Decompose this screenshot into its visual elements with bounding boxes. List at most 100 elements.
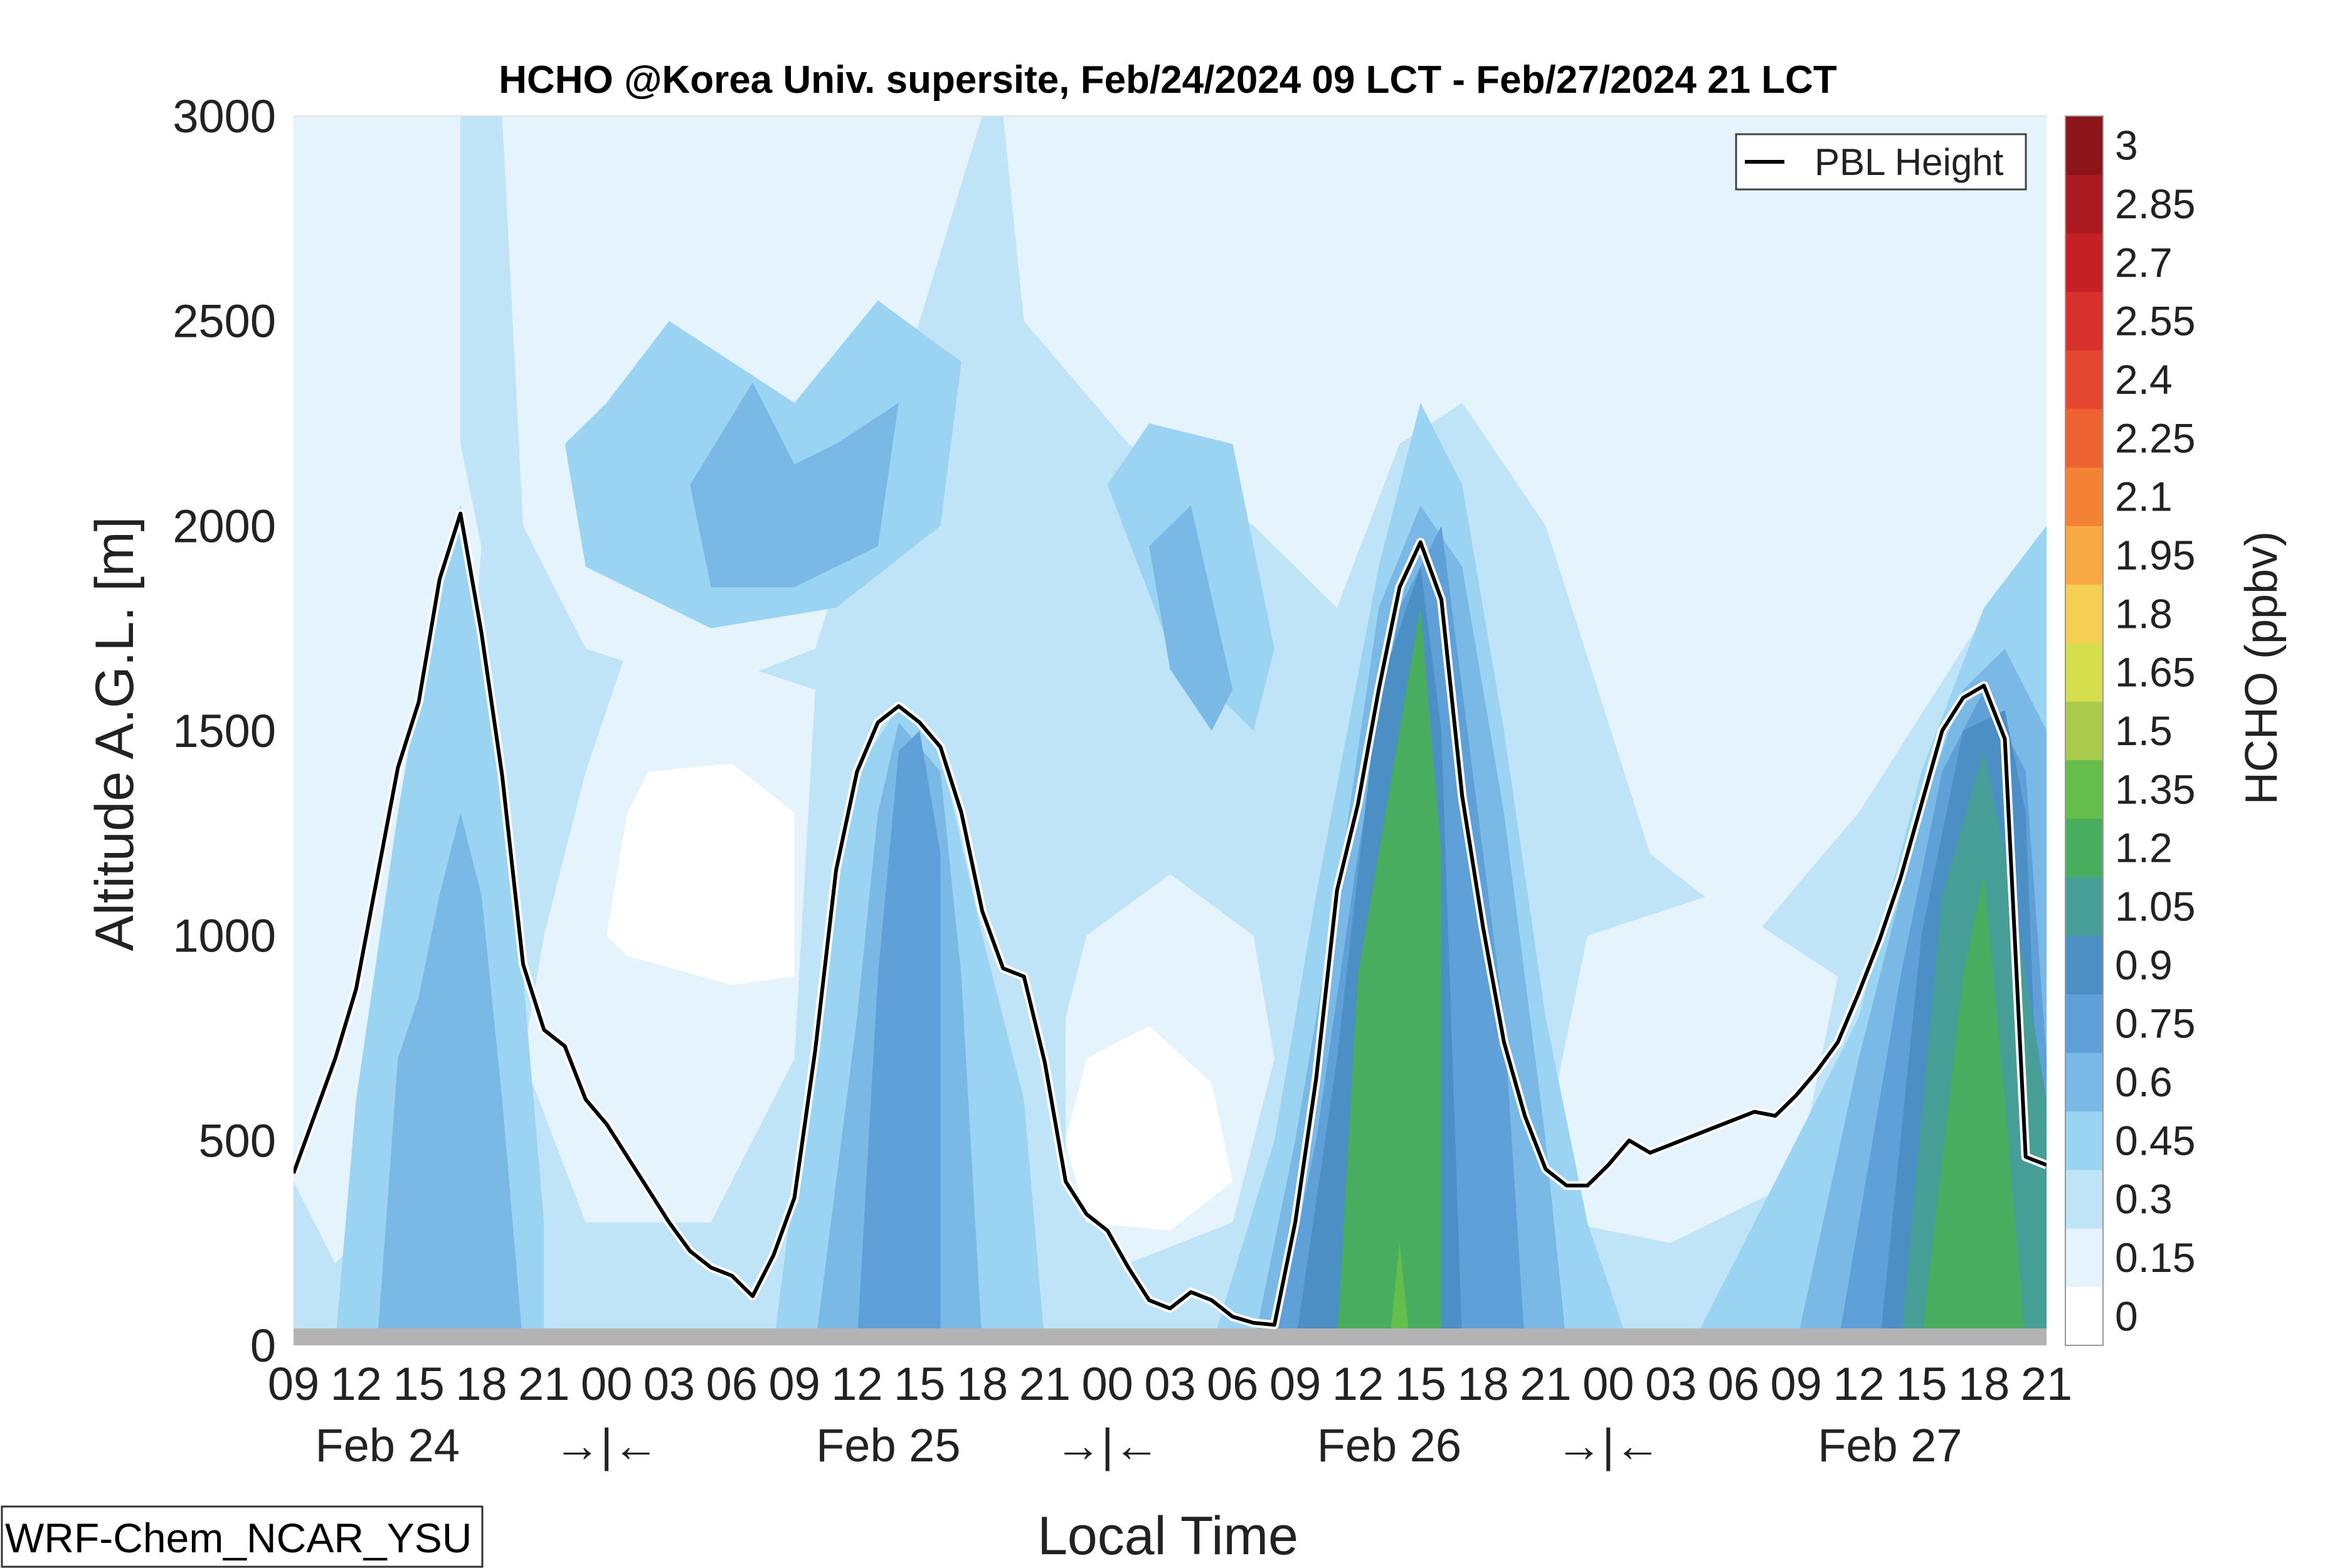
y-tick-label: 1500 — [172, 705, 276, 757]
colorbar-swatch — [2065, 877, 2103, 936]
x-tick-label: 15 — [1895, 1358, 1947, 1410]
x-tick-label: 21 — [1019, 1358, 1071, 1410]
colorbar-tick-label: 2.55 — [2115, 298, 2195, 344]
x-tick-label: 06 — [1708, 1358, 1759, 1410]
x-tick-label: 03 — [1645, 1358, 1697, 1410]
field-plume4-f — [1921, 874, 2026, 1345]
day-label: Feb 27 — [1818, 1419, 1962, 1471]
colorbar-tick-label: 1.5 — [2115, 707, 2173, 754]
colorbar-tick-label: 1.65 — [2115, 649, 2195, 696]
colorbar-swatch — [2065, 643, 2103, 702]
y-tick-label: 2500 — [172, 295, 276, 347]
colorbar-tick-label: 2.1 — [2115, 474, 2173, 520]
day-label: Feb 25 — [816, 1419, 960, 1471]
model-annotation: WRF-Chem_NCAR_YSU — [1, 1505, 484, 1568]
colorbar-tick-label: 0.3 — [2115, 1176, 2173, 1222]
day-separator: →|← — [1556, 1419, 1661, 1471]
colorbar-tick-label: 0.75 — [2115, 1000, 2195, 1047]
hcho-field — [294, 116, 2047, 1345]
model-annotation-box — [1, 1505, 484, 1568]
x-tick-label: 21 — [518, 1358, 569, 1410]
colorbar-swatch — [2065, 994, 2103, 1053]
model-annotation-text: WRF-Chem_NCAR_YSU — [5, 1515, 472, 1561]
x-tick-label: 21 — [2021, 1358, 2072, 1410]
colorbar-frame — [2065, 115, 2104, 1346]
y-axis-label: Altitude A.G.L. [m] — [85, 516, 145, 951]
colorbar-swatch — [2065, 292, 2103, 351]
colorbar-swatch — [2065, 1052, 2103, 1112]
colorbar-swatch — [2065, 760, 2103, 819]
colorbar-swatch — [2065, 1228, 2103, 1288]
colorbar: 0 0.15 0.3 0.45 0.6 0.75 0.9 1.05 1.2 1.35 1.5 1.65… — [2065, 115, 2195, 1346]
colorbar-tick-label: 3 — [2115, 122, 2138, 169]
colorbar-tick-label: 0.9 — [2115, 941, 2173, 988]
colorbar-tick-label: 0.6 — [2115, 1059, 2173, 1105]
colorbar-swatch — [2065, 526, 2103, 585]
x-tick-label: 15 — [1395, 1358, 1446, 1410]
field-white-night2 — [1066, 1025, 1233, 1231]
x-tick-label: 03 — [1144, 1358, 1195, 1410]
colorbar-tick-label: 2.25 — [2115, 415, 2195, 461]
colorbar-tick-label: 0.45 — [2115, 1117, 2195, 1163]
x-tick-label: 18 — [956, 1358, 1008, 1410]
ground-strip — [294, 1328, 2047, 1345]
x-tick-label: 00 — [581, 1358, 632, 1410]
colorbar-swatch — [2065, 1170, 2103, 1229]
field-plume1-b — [377, 812, 523, 1345]
x-tick-label: 21 — [1520, 1358, 1571, 1410]
x-tick-label: 12 — [1833, 1358, 1884, 1410]
colorbar-swatch — [2065, 1286, 2103, 1346]
colorbar-swatch — [2065, 701, 2103, 761]
y-tick-label: 1000 — [172, 910, 276, 962]
day-separator: →|← — [554, 1419, 659, 1471]
colorbar-tick-label: 1.35 — [2115, 766, 2195, 812]
y-tick-label: 3000 — [172, 90, 276, 142]
colorbar-swatch — [2065, 350, 2103, 410]
y-tick-label: 2000 — [172, 500, 276, 552]
y-axis-ticks: 0 500 1000 1500 2000 2500 3000 — [172, 90, 276, 1372]
field-light-mid — [1003, 116, 2047, 936]
colorbar-tick-label: 1.95 — [2115, 532, 2195, 578]
field-upper-feature3 — [690, 382, 899, 588]
colorbar-swatch — [2065, 818, 2103, 877]
colorbar-swatch — [2065, 174, 2103, 234]
x-tick-label: 06 — [1207, 1358, 1258, 1410]
colorbar-tick-label: 0.15 — [2115, 1234, 2195, 1281]
x-tick-label: 15 — [894, 1358, 945, 1410]
x-axis-ticks: 09 12 15 18 21 00 03 06 09 12 15 18 21 00 03 06 09 12 15 18… — [268, 1358, 2072, 1410]
colorbar-tick-label: 2.7 — [2115, 239, 2173, 285]
colorbar-swatch — [2065, 935, 2103, 995]
colorbar-label: HCHO (ppbv) — [2237, 531, 2287, 805]
day-label: Feb 24 — [315, 1419, 460, 1471]
colorbar-swatch — [2065, 467, 2103, 526]
pbl-height-line — [294, 511, 2047, 1327]
field-plume3-e — [1337, 608, 1442, 1345]
colorbar-tick-label: 1.8 — [2115, 590, 2173, 637]
x-tick-label: 15 — [393, 1358, 444, 1410]
colorbar-swatch — [2065, 584, 2103, 644]
x-tick-label: 03 — [644, 1358, 695, 1410]
day-separators: →|← →|← →|← — [554, 1419, 1660, 1471]
x-tick-label: 12 — [1332, 1358, 1384, 1410]
x-tick-label: 00 — [1082, 1358, 1133, 1410]
field-upper-feature4 — [1149, 505, 1233, 731]
colorbar-swatch — [2065, 1111, 2103, 1170]
field-plume3-f — [1389, 1242, 1411, 1345]
field-white-night1 — [607, 763, 795, 985]
legend-entry-pbl-height: PBL Height — [1814, 141, 2004, 183]
x-tick-label: 09 — [268, 1358, 319, 1410]
x-tick-label: 12 — [331, 1358, 382, 1410]
colorbar-tick-label: 2.85 — [2115, 181, 2195, 227]
legend: PBL Height — [1735, 133, 2027, 191]
x-tick-label: 09 — [1771, 1358, 1822, 1410]
day-label: Feb 26 — [1317, 1419, 1461, 1471]
colorbar-tick-label: 2.4 — [2115, 356, 2173, 403]
colorbar-swatch — [2065, 233, 2103, 292]
x-tick-label: 09 — [768, 1358, 820, 1410]
colorbar-swatch — [2065, 408, 2103, 468]
y-tick-label: 500 — [199, 1115, 276, 1167]
x-tick-label: 18 — [1958, 1358, 2010, 1410]
colorbar-tick-label: 1.2 — [2115, 825, 2173, 871]
colorbar-swatch — [2065, 116, 2103, 175]
